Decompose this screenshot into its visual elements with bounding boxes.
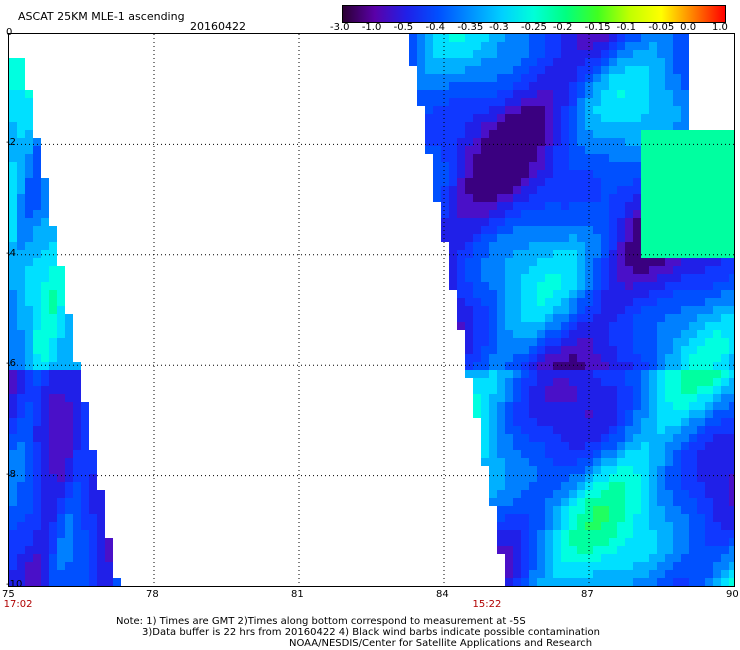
colorbar-label: -0.2 [552, 22, 573, 33]
map-plot-area [8, 33, 735, 587]
x-tick-label: 78 [146, 589, 159, 600]
colorbar-label: 0.0 [680, 22, 697, 33]
time-label: 15:22 [472, 599, 502, 610]
colorbar-label: -0.5 [393, 22, 414, 33]
colorbar-label: -0.3 [489, 22, 509, 33]
note-line-2: 3)Data buffer is 22 hrs from 20160422 4)… [142, 627, 600, 638]
x-tick-label: 84 [436, 589, 449, 600]
y-tick-label: 0 [6, 27, 13, 38]
colorbar-label: -0.25 [521, 22, 547, 33]
gridlines [9, 34, 734, 586]
colorbar-label: -0.35 [457, 22, 484, 33]
note-line-1: Note: 1) Times are GMT 2)Times along bot… [116, 616, 526, 627]
y-tick-label: -8 [6, 468, 16, 480]
colorbar-label: -0.1 [616, 22, 637, 33]
note-line-3: NOAA/NESDIS/Center for Satellite Applica… [289, 638, 593, 649]
y-tick-label: -2 [6, 137, 16, 149]
y-tick-label: -10 [6, 579, 23, 590]
x-tick-label: 87 [581, 589, 594, 600]
colorbar-label: -0.15 [584, 22, 611, 33]
x-tick-label: 75 [2, 589, 15, 600]
date-label: 20160422 [190, 20, 246, 33]
swath-layer [9, 34, 734, 586]
colorbar-label: -0.4 [425, 22, 446, 33]
x-tick-label: 81 [291, 589, 304, 600]
colorbar-label: 1.0 [712, 22, 728, 33]
colorbar-label: -1.0 [361, 22, 382, 33]
chart-title: ASCAT 25KM MLE-1 ascending [18, 10, 185, 23]
colorbar [342, 5, 726, 23]
y-tick-label: -4 [6, 247, 16, 259]
x-tick-label: 90 [726, 589, 739, 600]
colorbar-label: -3.0 [330, 22, 350, 33]
y-tick-label: -6 [6, 358, 16, 370]
time-label: 17:02 [3, 599, 33, 610]
colorbar-label: -0.05 [648, 22, 675, 33]
